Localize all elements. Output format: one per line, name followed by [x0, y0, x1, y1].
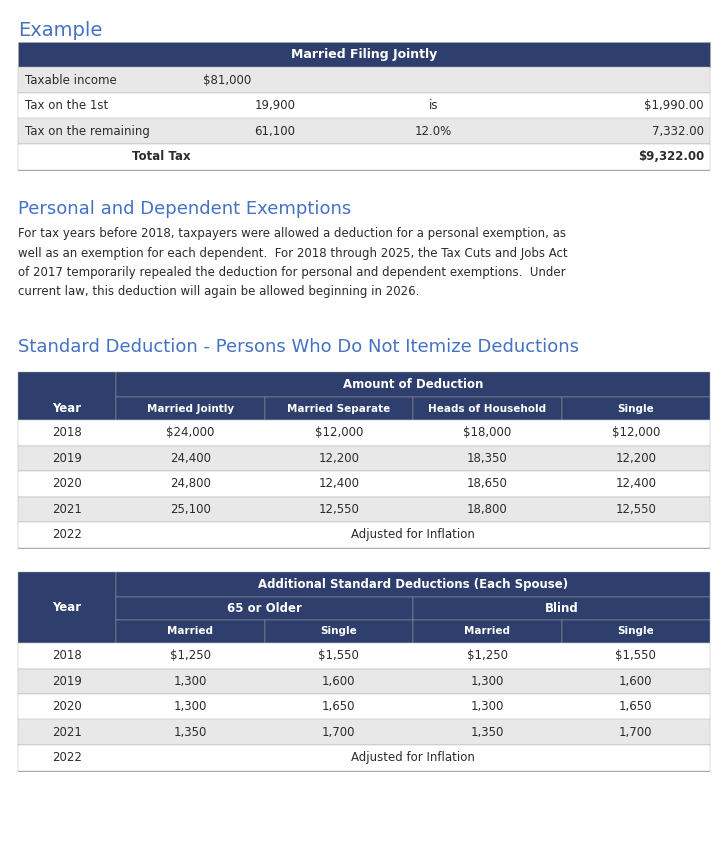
Text: 12,550: 12,550 — [615, 503, 656, 515]
Text: Single: Single — [617, 626, 654, 637]
Text: 1,650: 1,650 — [322, 700, 355, 713]
Text: Adjusted for Inflation: Adjusted for Inflation — [351, 752, 475, 765]
Text: well as an exemption for each dependent.  For 2018 through 2025, the Tax Cuts an: well as an exemption for each dependent.… — [18, 247, 568, 259]
Text: 12.0%: 12.0% — [414, 125, 452, 137]
Text: Married: Married — [464, 626, 510, 637]
Text: Tax on the remaining: Tax on the remaining — [25, 125, 150, 137]
Text: 1,600: 1,600 — [322, 675, 355, 688]
Text: 24,400: 24,400 — [170, 452, 210, 465]
Text: 2022: 2022 — [52, 752, 82, 765]
Text: 12,200: 12,200 — [318, 452, 359, 465]
Text: 1,300: 1,300 — [470, 700, 504, 713]
Text: 2018: 2018 — [52, 426, 82, 439]
Text: Adjusted for Inflation: Adjusted for Inflation — [351, 528, 475, 541]
Text: 18,800: 18,800 — [467, 503, 507, 515]
Text: 1,350: 1,350 — [173, 726, 207, 739]
Text: 24,800: 24,800 — [170, 478, 210, 490]
Text: Personal and Dependent Exemptions: Personal and Dependent Exemptions — [18, 200, 351, 218]
Text: $81,000: $81,000 — [203, 74, 251, 87]
Text: 2021: 2021 — [52, 726, 82, 739]
Text: $1,990.00: $1,990.00 — [644, 100, 704, 113]
Text: Heads of Household: Heads of Household — [428, 404, 546, 413]
Text: 65 or Older: 65 or Older — [227, 602, 302, 615]
Text: Blind: Blind — [545, 602, 578, 615]
Text: $18,000: $18,000 — [463, 426, 511, 439]
Text: 2020: 2020 — [52, 700, 82, 713]
Text: 2019: 2019 — [52, 452, 82, 465]
Text: current law, this deduction will again be allowed beginning in 2026.: current law, this deduction will again b… — [18, 285, 419, 298]
Text: Married Separate: Married Separate — [287, 404, 390, 413]
Text: Married: Married — [167, 626, 213, 637]
Text: 1,300: 1,300 — [173, 700, 207, 713]
Text: Year: Year — [52, 600, 82, 613]
Text: 12,200: 12,200 — [615, 452, 656, 465]
Text: 7,332.00: 7,332.00 — [652, 125, 704, 137]
Text: 2021: 2021 — [52, 503, 82, 515]
Text: is: is — [429, 100, 438, 113]
Text: 2020: 2020 — [52, 478, 82, 490]
Text: Additional Standard Deductions (Each Spouse): Additional Standard Deductions (Each Spo… — [258, 578, 568, 591]
Text: $1,550: $1,550 — [615, 649, 656, 662]
Text: $9,322.00: $9,322.00 — [638, 150, 704, 163]
Text: Tax on the 1st: Tax on the 1st — [25, 100, 108, 113]
Text: 12,400: 12,400 — [615, 478, 656, 490]
Text: Example: Example — [18, 21, 103, 40]
Text: 1,650: 1,650 — [619, 700, 652, 713]
Text: Married Filing Jointly: Married Filing Jointly — [291, 48, 437, 61]
Text: 2022: 2022 — [52, 528, 82, 541]
Text: 1,350: 1,350 — [470, 726, 504, 739]
Text: 18,350: 18,350 — [467, 452, 507, 465]
Text: 12,400: 12,400 — [318, 478, 359, 490]
Text: Single: Single — [617, 404, 654, 413]
Text: Married Jointly: Married Jointly — [146, 404, 234, 413]
Text: 1,300: 1,300 — [173, 675, 207, 688]
Text: Taxable income: Taxable income — [25, 74, 116, 87]
Text: $12,000: $12,000 — [314, 426, 363, 439]
Text: 12,550: 12,550 — [318, 503, 359, 515]
Text: $12,000: $12,000 — [612, 426, 660, 439]
Text: 19,900: 19,900 — [255, 100, 296, 113]
Text: Single: Single — [320, 626, 357, 637]
Text: 1,600: 1,600 — [619, 675, 652, 688]
Text: Total Tax: Total Tax — [132, 150, 191, 163]
Text: Year: Year — [52, 402, 82, 415]
Text: 61,100: 61,100 — [255, 125, 296, 137]
Text: 25,100: 25,100 — [170, 503, 210, 515]
Text: For tax years before 2018, taxpayers were allowed a deduction for a personal exe: For tax years before 2018, taxpayers wer… — [18, 227, 566, 240]
Text: Standard Deduction - Persons Who Do Not Itemize Deductions: Standard Deduction - Persons Who Do Not … — [18, 338, 579, 356]
Text: 1,300: 1,300 — [470, 675, 504, 688]
Text: 2019: 2019 — [52, 675, 82, 688]
Text: $1,250: $1,250 — [170, 649, 210, 662]
Text: of 2017 temporarily repealed the deduction for personal and dependent exemptions: of 2017 temporarily repealed the deducti… — [18, 266, 566, 279]
Text: 1,700: 1,700 — [619, 726, 652, 739]
Text: $1,250: $1,250 — [467, 649, 507, 662]
Text: 18,650: 18,650 — [467, 478, 507, 490]
Text: $24,000: $24,000 — [166, 426, 215, 439]
Text: Amount of Deduction: Amount of Deduction — [343, 378, 483, 391]
Text: 1,700: 1,700 — [322, 726, 355, 739]
Text: 2018: 2018 — [52, 649, 82, 662]
Text: $1,550: $1,550 — [318, 649, 359, 662]
